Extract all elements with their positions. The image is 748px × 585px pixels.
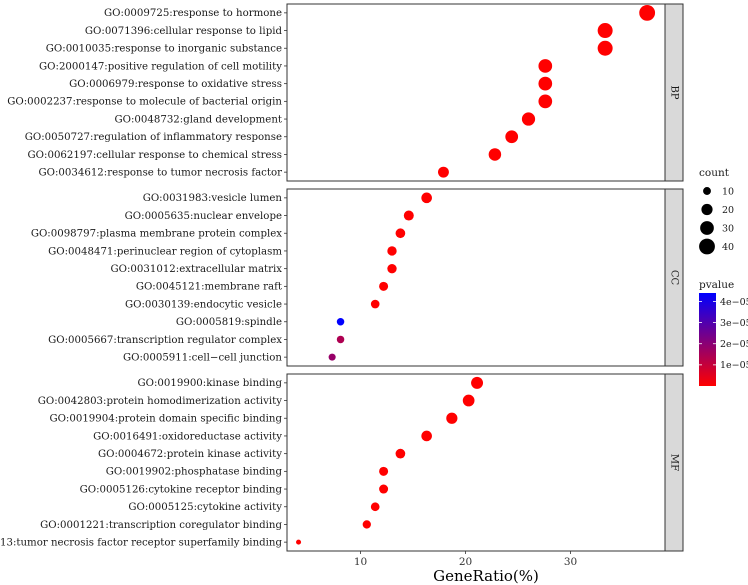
count-legend-dot bbox=[703, 187, 711, 195]
term-label: GO:0048471:perinuclear region of cytopla… bbox=[48, 246, 282, 257]
data-points bbox=[296, 4, 656, 545]
term-label: GO:0006979:response to oxidative stress bbox=[69, 79, 282, 90]
data-point bbox=[639, 4, 656, 21]
pvalue-colorbar bbox=[699, 293, 716, 386]
term-label: GO:0048732:gland development bbox=[115, 114, 283, 125]
count-legend-label: 40 bbox=[722, 242, 734, 253]
strip-label: BP bbox=[669, 85, 680, 99]
data-point bbox=[379, 484, 389, 494]
data-point bbox=[505, 130, 519, 144]
strip-label: CC bbox=[669, 270, 680, 286]
data-point bbox=[379, 281, 389, 291]
count-legend-title: count bbox=[699, 167, 730, 179]
data-point bbox=[387, 246, 397, 256]
term-label: GO:0001221:transcription coregulator bin… bbox=[40, 520, 282, 531]
facet-strips: BP CC MF bbox=[664, 3, 684, 552]
term-label: GO:0019902:phosphatase binding bbox=[106, 467, 283, 478]
data-point bbox=[362, 520, 371, 529]
term-label: GO:0062197:cellular response to chemical… bbox=[28, 150, 282, 161]
count-legend-dot bbox=[701, 203, 713, 216]
panel-bg-cc bbox=[287, 189, 665, 366]
pvalue-legend-label: 2e−05 bbox=[720, 339, 748, 350]
term-label: GO:0005911:cell−cell junction bbox=[123, 352, 282, 363]
data-point bbox=[521, 112, 536, 126]
count-legend-dot bbox=[699, 238, 715, 255]
pvalue-legend-label: 1e−05 bbox=[720, 360, 748, 371]
term-label: GO:0050727:regulation of inflammatory re… bbox=[25, 132, 282, 143]
term-label: GO:0005126:cytokine receptor binding bbox=[80, 484, 283, 495]
data-point bbox=[438, 166, 449, 178]
data-point bbox=[403, 210, 414, 221]
data-point bbox=[328, 353, 336, 361]
count-legend-label: 10 bbox=[722, 187, 734, 198]
data-point bbox=[336, 335, 345, 344]
term-label: GO:0032813:tumor necrosis factor recepto… bbox=[0, 537, 282, 548]
x-tick-label: 10 bbox=[354, 556, 367, 568]
data-point bbox=[370, 502, 380, 512]
term-label: GO:0031012:extracellular matrix bbox=[111, 264, 283, 275]
data-point bbox=[538, 94, 553, 109]
facet-panels bbox=[286, 3, 666, 552]
data-point bbox=[462, 394, 475, 407]
strip-label: MF bbox=[669, 454, 680, 471]
term-label: GO:2000147:positive regulation of cell m… bbox=[39, 61, 282, 72]
term-label: GO:0005125:cytokine activity bbox=[128, 502, 282, 513]
data-point bbox=[421, 430, 432, 442]
data-point bbox=[387, 263, 397, 274]
term-labels: GO:0009725:response to hormone GO:0071396… bbox=[0, 8, 287, 548]
strip-bp bbox=[664, 3, 684, 182]
data-point bbox=[395, 228, 406, 239]
term-label: GO:0045121:membrane raft bbox=[136, 282, 283, 293]
term-label: GO:0016491:oxidoreductase activity bbox=[93, 431, 282, 442]
data-point bbox=[538, 59, 553, 73]
pvalue-legend: pvalue 1e−05 2e−05 3e−05 4e−05 bbox=[699, 279, 748, 386]
strip-cc bbox=[664, 188, 684, 367]
data-point bbox=[597, 23, 613, 39]
data-point bbox=[488, 148, 502, 161]
term-label: GO:0019904:protein domain specific bindi… bbox=[49, 414, 282, 425]
data-point bbox=[395, 448, 406, 459]
data-point bbox=[538, 76, 553, 91]
term-label: GO:0031983:vesicle lumen bbox=[143, 193, 283, 204]
term-label: GO:0042803:protein homodimerization acti… bbox=[38, 396, 282, 407]
term-label: GO:0098797:plasma membrane protein compl… bbox=[31, 229, 282, 240]
x-tick-label: 30 bbox=[564, 556, 577, 568]
data-point bbox=[379, 466, 389, 476]
data-point bbox=[296, 539, 302, 545]
data-point bbox=[336, 318, 345, 326]
pvalue-legend-label: 4e−05 bbox=[720, 297, 748, 308]
term-label: GO:0010035:response to inorganic substan… bbox=[46, 44, 282, 55]
x-tick-label: 20 bbox=[459, 556, 472, 568]
term-label: GO:0002237:response to molecule of bacte… bbox=[7, 97, 282, 108]
term-label: GO:0019900:kinase binding bbox=[138, 378, 283, 389]
x-axis: 10 20 30 bbox=[354, 551, 577, 568]
term-label: GO:0004672:protein kinase activity bbox=[98, 449, 282, 460]
count-legend-dot bbox=[700, 221, 714, 235]
count-legend-label: 30 bbox=[722, 224, 734, 235]
count-legend-label: 20 bbox=[722, 205, 734, 216]
term-label: GO:0005819:spindle bbox=[176, 317, 282, 328]
data-point bbox=[597, 40, 613, 56]
term-label: GO:0005635:nuclear envelope bbox=[125, 211, 282, 222]
data-point bbox=[370, 299, 380, 309]
pvalue-legend-title: pvalue bbox=[699, 279, 734, 291]
term-label: GO:0005667:transcription regulator compl… bbox=[48, 335, 282, 346]
term-label: GO:0009725:response to hormone bbox=[104, 8, 282, 19]
x-axis-title: GeneRatio(%) bbox=[433, 567, 539, 585]
panel-bg-mf bbox=[287, 374, 665, 551]
data-point bbox=[446, 412, 458, 424]
pvalue-legend-label: 3e−05 bbox=[720, 318, 748, 329]
data-point bbox=[421, 192, 432, 204]
data-point bbox=[471, 376, 484, 389]
strip-mf bbox=[664, 373, 684, 552]
term-label: GO:0034612:response to tumor necrosis fa… bbox=[39, 167, 283, 178]
count-legend: count 10 20 30 40 bbox=[699, 167, 734, 255]
term-label: GO:0030139:endocytic vesicle bbox=[125, 299, 282, 310]
term-label: GO:0071396:cellular response to lipid bbox=[85, 26, 283, 37]
